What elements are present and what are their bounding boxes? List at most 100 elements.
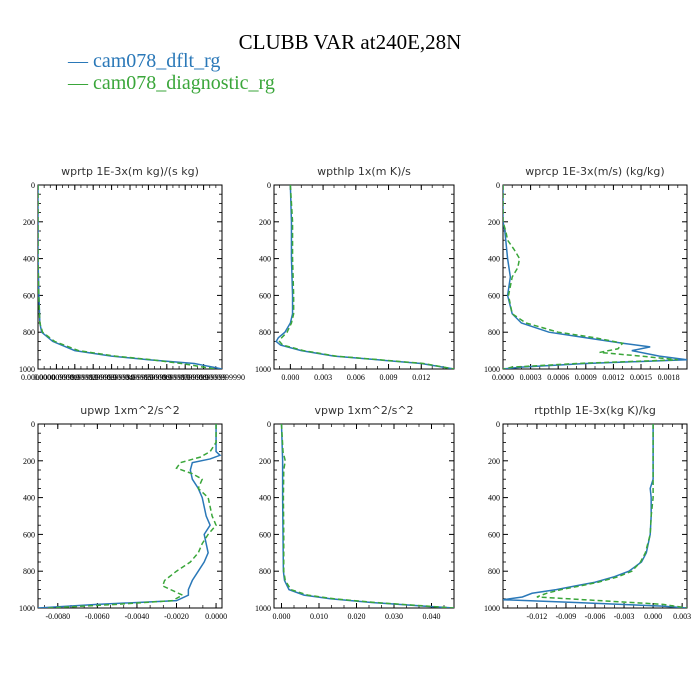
x-tick-label: -0.003 [614, 612, 635, 621]
axes-frame [273, 184, 455, 370]
x-tick-label: -0.006 [585, 612, 606, 621]
y-tick-label: 400 [259, 255, 271, 264]
x-tick-label: 0.0003 [520, 373, 542, 382]
y-tick-label: 400 [23, 255, 35, 264]
series-line-diagnostic [47, 424, 217, 608]
x-tick-label: -0.0060 [85, 612, 110, 621]
x-tick-label: 0.0000399999 [89, 373, 135, 382]
y-tick-label: 1000 [484, 604, 500, 613]
x-tick-label: -0.0020 [164, 612, 189, 621]
x-tick-label: 0.012 [412, 373, 430, 382]
x-tick-label: 0.0000599999 [125, 373, 171, 382]
y-tick-label: 0 [31, 420, 35, 429]
x-tick-label: 0.0000699999 [144, 373, 190, 382]
panel-title: rtpthlp 1E-3x(kg K)/kg [534, 404, 656, 417]
panel-upwp: upwp 1xm^2/s^2 0 200 400 600 800 1000 -0.0080 -0… [19, 404, 227, 621]
y-tick-label: 200 [23, 218, 35, 227]
series-line-dflt [275, 185, 454, 369]
y-tick-label: 800 [259, 567, 271, 576]
x-tick-label: 0.040 [423, 612, 441, 621]
y-tick-label: 400 [488, 494, 500, 503]
x-tick-label: 0.006 [347, 373, 365, 382]
panel-wprtp: wprtp 1E-3x(m kg)/(s kg) 0 200 400 600 800 100… [19, 165, 245, 382]
y-tick-label: 800 [23, 567, 35, 576]
x-tick-label: 0.000 [281, 373, 299, 382]
y-tick-label: 1000 [19, 365, 35, 374]
x-tick-label: 0.003 [673, 612, 691, 621]
y-tick-label: 600 [488, 530, 500, 539]
x-tick-label: -0.0080 [45, 612, 70, 621]
y-tick-label: 200 [259, 218, 271, 227]
panel-title: wprcp 1E-3x(m/s) (kg/kg) [525, 165, 664, 178]
y-tick-label: 0 [31, 181, 35, 190]
x-tick-label: 0.0000000 [21, 373, 55, 382]
x-tick-label: 0.003 [314, 373, 332, 382]
x-tick-label: 0.0009 [575, 373, 597, 382]
y-tick-label: 1000 [484, 365, 500, 374]
panel-title: vpwp 1xm^2/s^2 [314, 404, 413, 417]
axes-frame [273, 423, 455, 609]
panel-rtpthlp: rtpthlp 1E-3x(kg K)/kg 0 200 400 600 800 1000 -… [484, 404, 691, 621]
panel-title: upwp 1xm^2/s^2 [80, 404, 180, 417]
y-tick-label: 600 [23, 530, 35, 539]
y-tick-label: 1000 [255, 365, 271, 374]
y-tick-label: 800 [23, 328, 35, 337]
panel-title: wpthlp 1x(m K)/s [317, 165, 411, 178]
x-tick-label: 0.0000099999 [33, 373, 79, 382]
x-tick-label: 0.000 [273, 612, 291, 621]
panel-title: wprtp 1E-3x(m kg)/(s kg) [61, 165, 199, 178]
series-line-diagnostic [278, 185, 454, 369]
x-tick-label: 0.0000999990 [199, 373, 245, 382]
x-tick-label: -0.012 [527, 612, 548, 621]
y-tick-label: 600 [259, 291, 271, 300]
y-tick-label: 400 [488, 255, 500, 264]
axes-frame [37, 184, 223, 370]
panel-wpthlp: wpthlp 1x(m K)/s 0 200 400 600 800 1000 0.000 0.… [255, 165, 455, 382]
x-tick-label: 0.009 [380, 373, 398, 382]
axes-frame [37, 423, 223, 609]
x-tick-label: 0.010 [310, 612, 328, 621]
series-line-diagnostic [280, 424, 454, 608]
figure-title: CLUBB VAR at240E,28N [238, 30, 462, 54]
x-tick-label: -0.0040 [125, 612, 150, 621]
y-tick-label: 0 [496, 181, 500, 190]
y-tick-label: 200 [23, 457, 35, 466]
series-line-dflt [503, 424, 687, 608]
legend-entry-diagnostic: — cam078_diagnostic_rg [68, 72, 275, 94]
axes-frame [502, 423, 688, 609]
x-tick-label: 0.0000799999 [162, 373, 208, 382]
panel-wprcp: wprcp 1E-3x(m/s) (kg/kg) 0 200 400 600 800 100… [484, 165, 688, 382]
x-tick-label: 0.0000199999 [52, 373, 98, 382]
series-line-dflt [280, 424, 454, 608]
y-tick-label: 400 [259, 494, 271, 503]
y-tick-label: 600 [488, 291, 500, 300]
y-tick-label: 200 [259, 457, 271, 466]
series-line-diagnostic [38, 185, 215, 369]
x-tick-label: 0.0006 [547, 373, 569, 382]
x-tick-label: 0.0000899999 [181, 373, 227, 382]
x-tick-label: 0.0012 [602, 373, 624, 382]
x-tick-label: 0.0000299999 [70, 373, 116, 382]
y-tick-label: 0 [496, 420, 500, 429]
x-tick-label: 0.020 [348, 612, 366, 621]
axes-frame [502, 184, 688, 370]
x-tick-label: 0.0015 [630, 373, 652, 382]
x-tick-label: 0.0000 [205, 612, 227, 621]
x-tick-label: 0.030 [385, 612, 403, 621]
y-tick-label: 800 [488, 567, 500, 576]
y-tick-label: 600 [259, 530, 271, 539]
series-line-diagnostic [503, 185, 678, 369]
y-tick-label: 800 [259, 328, 271, 337]
y-tick-label: 200 [488, 218, 500, 227]
y-tick-label: 400 [23, 494, 35, 503]
y-tick-label: 0 [267, 181, 271, 190]
y-tick-label: 0 [267, 420, 271, 429]
y-tick-label: 800 [488, 328, 500, 337]
y-tick-label: 600 [23, 291, 35, 300]
x-tick-label: -0.009 [556, 612, 577, 621]
x-tick-label: 0.0000499999 [107, 373, 153, 382]
y-tick-label: 200 [488, 457, 500, 466]
legend-entry-dflt: — cam078_dflt_rg [68, 50, 221, 72]
